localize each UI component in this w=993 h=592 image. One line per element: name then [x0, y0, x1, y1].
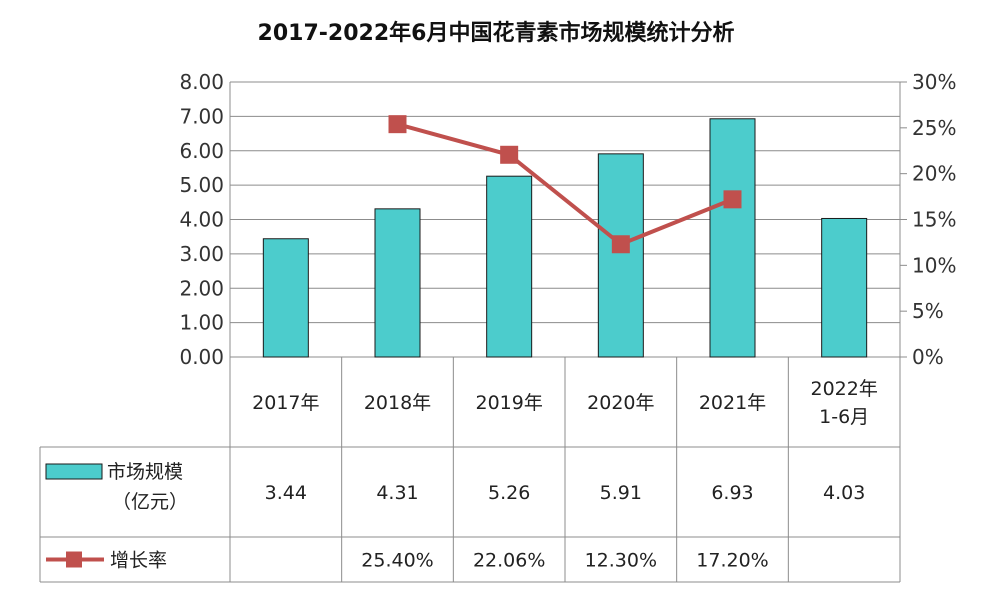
y-left-tick-label: 2.00 [179, 276, 224, 300]
growth-rate-marker [723, 190, 742, 209]
growth-rate-value: 12.30% [585, 550, 657, 572]
y-left-tick-label: 7.00 [179, 104, 224, 128]
data-table: 2017年 2018年 2019年 2020年 2021年 2022年 1-6月市场规模（亿… [39, 357, 901, 583]
growth-rate-marker [500, 145, 519, 164]
growth-rate-marker [611, 235, 630, 254]
market-size-value: 5.26 [488, 482, 530, 504]
legend-label-market-size: 市场规模（亿元） [107, 461, 188, 513]
growth-rate-value: 25.40% [361, 550, 433, 572]
growth-rate-line [396, 122, 734, 247]
chart-title: 2017-2022年6月中国花青素市场规模统计分析 [258, 20, 735, 46]
market-size-value: 4.03 [823, 482, 865, 504]
market-size-value: 6.93 [711, 482, 753, 504]
y-left-tick-label: 5.00 [179, 173, 224, 197]
bar [374, 208, 421, 358]
y-right-tick-label: 25% [912, 116, 956, 140]
bar [486, 175, 533, 358]
y-left-tick-label: 4.00 [179, 208, 224, 232]
market-size-value: 3.44 [265, 482, 307, 504]
axis-layer: 0.00 1.00 2.00 3.00 4.00 5.00 6.00 7.00 8.00 0% 5%… [179, 70, 956, 369]
y-right-tick-label: 20% [912, 162, 956, 186]
bar [262, 238, 309, 358]
market-size-value: 5.91 [600, 482, 642, 504]
x-category-label: 2019年 [475, 392, 542, 414]
y-right-tick-label: 30% [912, 70, 956, 94]
y-left-tick-label: 0.00 [179, 345, 224, 369]
y-left-tick-label: 1.00 [179, 311, 224, 335]
legend-label-growth-rate: 增长率 [110, 550, 167, 572]
bar [597, 153, 644, 358]
y-right-tick-label: 10% [912, 253, 956, 277]
x-category-label: 2022年 1-6月 [810, 378, 877, 428]
x-category-label: 2021年 [699, 392, 766, 414]
growth-rate-value: 17.20% [696, 550, 768, 572]
bar-layer [262, 118, 868, 358]
growth-rate-marker [388, 115, 407, 134]
grid-layer [230, 81, 900, 358]
y-right-tick-label: 5% [912, 299, 944, 323]
y-left-tick-label: 6.00 [179, 139, 224, 163]
y-right-tick-label: 15% [912, 208, 956, 232]
y-left-tick-label: 3.00 [179, 242, 224, 266]
bar [821, 217, 868, 358]
line-layer [388, 115, 742, 254]
x-category-label: 2017年 [252, 392, 319, 414]
growth-rate-value: 22.06% [473, 550, 545, 572]
legend-marker-growth-rate [66, 551, 82, 568]
x-category-label: 2018年 [364, 392, 431, 414]
y-right-tick-label: 0% [912, 345, 944, 369]
x-category-label: 2020年 [587, 392, 654, 414]
legend-swatch-market-size [45, 463, 103, 480]
market-size-value: 4.31 [376, 482, 418, 504]
bar [709, 118, 756, 358]
y-left-tick-label: 8.00 [179, 70, 224, 94]
